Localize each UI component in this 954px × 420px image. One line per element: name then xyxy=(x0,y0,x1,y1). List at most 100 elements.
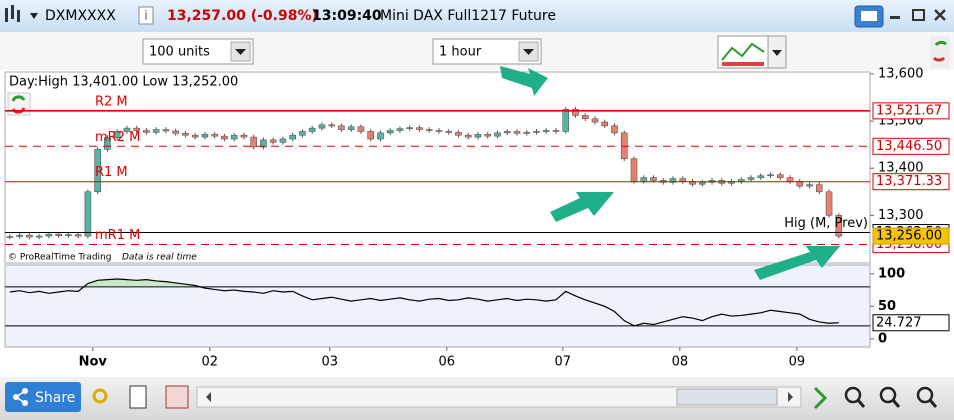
candle-body xyxy=(143,130,150,133)
candle-body xyxy=(542,130,550,132)
candle-body xyxy=(16,234,23,237)
minimize-button[interactable] xyxy=(890,16,900,19)
candle-body xyxy=(35,235,43,238)
share-button[interactable] xyxy=(5,382,81,412)
level-name: R1 M xyxy=(95,165,128,180)
sync-button[interactable] xyxy=(930,36,950,68)
units-dropdown[interactable] xyxy=(142,38,254,65)
candle-body xyxy=(113,131,121,138)
candle-body xyxy=(523,132,531,134)
y-tick-label: 0 xyxy=(878,331,887,346)
x-tick-label: 06 xyxy=(438,355,455,370)
x-tick-label: 09 xyxy=(789,355,806,370)
indicator-tool-button[interactable] xyxy=(717,35,787,69)
candle-body xyxy=(201,133,209,138)
level-tag-label: 13,371.33 xyxy=(876,174,942,189)
credit: © ProRealTime Trading xyxy=(8,253,111,263)
x-tick-label: 08 xyxy=(672,355,689,370)
candle-body xyxy=(328,124,335,127)
tool-icons[interactable] xyxy=(92,385,189,409)
candle-body xyxy=(182,133,189,136)
symbol-dropdown-arrow[interactable] xyxy=(30,13,38,19)
candle-body xyxy=(581,115,589,120)
x-tick-label: Nov xyxy=(79,355,108,370)
candle-body xyxy=(562,108,570,132)
clock: 13:09:40 xyxy=(312,8,382,24)
candle-body xyxy=(279,138,287,143)
info-button[interactable]: i xyxy=(138,6,154,25)
candle-body xyxy=(289,134,296,140)
candle-body xyxy=(260,139,267,148)
candle-body xyxy=(455,132,462,136)
candle-body xyxy=(406,127,414,129)
candle-body xyxy=(55,233,62,236)
close-button[interactable] xyxy=(934,9,946,21)
candle-body xyxy=(386,130,394,134)
candle-body xyxy=(737,179,745,182)
instrument-name: Mini DAX Full1217 Future xyxy=(380,8,556,24)
candle-body xyxy=(367,131,374,140)
share-label: Share xyxy=(35,390,75,406)
candle-body xyxy=(640,177,648,182)
candle-body xyxy=(396,128,404,131)
candle-body xyxy=(484,133,492,137)
keyboard-button[interactable] xyxy=(854,5,884,28)
overbought-fill xyxy=(85,279,197,286)
level-name: mR1 M xyxy=(95,228,140,243)
candle-body xyxy=(786,177,794,182)
candle-body xyxy=(698,182,706,185)
candle-body xyxy=(552,130,560,132)
units-value: 100 units xyxy=(149,45,210,60)
x-tick-label: 07 xyxy=(555,355,572,370)
candle-body xyxy=(104,137,111,150)
scrollbar[interactable] xyxy=(196,386,802,408)
level-tag-label: 13,521.67 xyxy=(876,103,942,118)
candle-body xyxy=(776,174,784,178)
candle-body xyxy=(74,234,82,237)
candle-body xyxy=(464,134,472,138)
candle-body xyxy=(133,127,140,131)
candle-body xyxy=(747,177,755,180)
y-tick-label: 100 xyxy=(878,266,905,281)
y-tick-label: 13,400 xyxy=(878,161,924,176)
level-name: Hig (M, Prev) xyxy=(784,216,868,231)
level-name: R2 M xyxy=(95,94,128,109)
refresh-icon[interactable] xyxy=(7,92,31,116)
candle-body xyxy=(611,125,618,134)
y-tick-label: 50 xyxy=(878,299,896,314)
candle-body xyxy=(318,124,326,129)
candle-body xyxy=(221,135,228,140)
level-tag xyxy=(872,173,950,191)
candle-body xyxy=(533,131,540,133)
timeframe-dropdown[interactable] xyxy=(432,38,542,65)
level-tag xyxy=(872,137,950,155)
candle-body xyxy=(6,236,14,238)
symbol[interactable]: DXMXXXX xyxy=(45,8,116,24)
last-price-label: 13,256.00 xyxy=(876,229,942,244)
quote: 13,257.00 (-0.98%) xyxy=(167,8,318,24)
candle-body xyxy=(152,129,160,133)
candle-body xyxy=(123,127,131,132)
candle-body xyxy=(669,178,677,183)
candle-body xyxy=(94,149,101,193)
candle-body xyxy=(679,178,687,182)
candle-body xyxy=(835,215,843,237)
candle-body xyxy=(435,130,443,132)
candle-body xyxy=(230,134,238,140)
candle-body xyxy=(425,129,433,131)
title-bar xyxy=(0,0,954,32)
candle-body xyxy=(474,133,482,138)
zoom-controls[interactable] xyxy=(813,386,938,410)
maximize-button[interactable] xyxy=(912,9,925,21)
candle-body xyxy=(572,108,579,116)
last-value-label: 24.727 xyxy=(876,315,922,330)
day-range-info: Day:High 13,401.00 Low 13,252.00 xyxy=(9,75,238,90)
candle-body xyxy=(494,132,501,137)
price-panel xyxy=(4,71,871,264)
candle-body xyxy=(757,175,765,178)
y-tick-label: 13,300 xyxy=(878,208,924,223)
candle-body xyxy=(65,234,72,236)
candle-body xyxy=(308,127,316,132)
